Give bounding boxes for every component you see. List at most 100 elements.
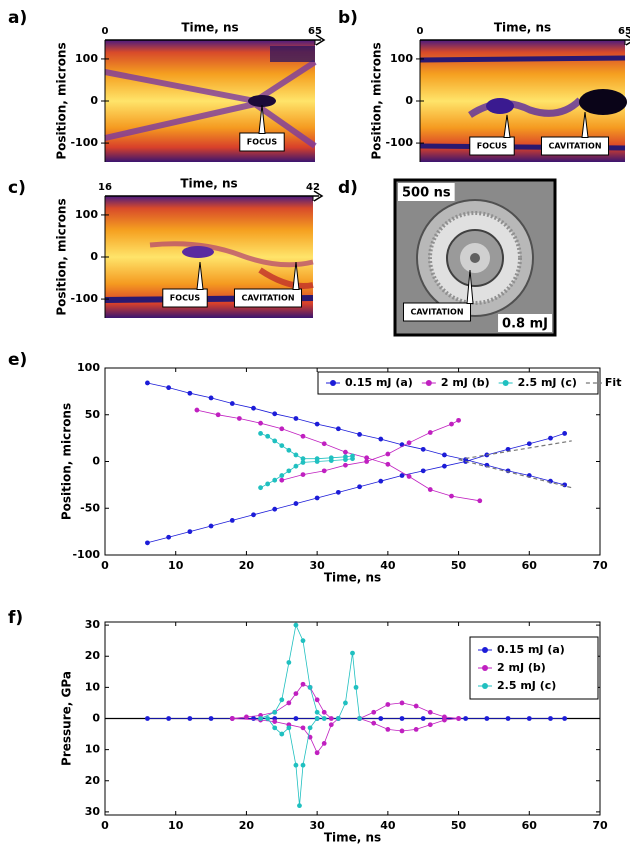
y-tick-label: 100 <box>77 361 100 374</box>
data-point <box>187 716 193 721</box>
x-axis-label: Time, ns <box>181 21 238 35</box>
callout-box <box>162 288 208 308</box>
x-tick-label: 65 <box>618 26 630 37</box>
data-point <box>229 401 235 406</box>
callout-box <box>540 136 610 156</box>
data-point <box>286 700 292 706</box>
data-point <box>293 416 299 421</box>
data-point <box>350 650 355 656</box>
data-point <box>484 716 490 721</box>
data-point <box>335 716 341 721</box>
x-tick-label: 70 <box>592 819 608 832</box>
data-point <box>420 446 426 452</box>
data-point <box>300 433 306 439</box>
data-point <box>166 534 172 540</box>
callout-pointer <box>292 261 300 290</box>
data-point <box>353 684 359 690</box>
y-tick-label: 20 <box>85 774 101 787</box>
legend-label: 2 mJ (b) <box>441 376 490 389</box>
data-point <box>145 540 150 546</box>
x-axis-label: Time, ns <box>494 21 551 35</box>
callout-pointer <box>503 114 511 138</box>
x-tick-label: 16 <box>98 182 112 193</box>
callout-box <box>233 288 303 308</box>
callout-label: CAVITATION <box>548 142 601 151</box>
x-tick-label: 42 <box>306 182 320 193</box>
callout-box <box>469 136 515 156</box>
data-point <box>286 468 292 474</box>
data-point <box>258 431 263 436</box>
photo-label-box <box>498 314 552 332</box>
x-tick-label: 30 <box>309 819 325 832</box>
series-line <box>196 409 480 502</box>
data-point <box>272 719 278 725</box>
data-point <box>166 716 172 721</box>
data-point <box>371 720 377 726</box>
legend-marker <box>425 380 432 386</box>
x-tick-label: 0 <box>417 26 424 37</box>
data-point <box>272 477 278 483</box>
data-point <box>321 741 327 746</box>
data-point <box>321 441 327 447</box>
data-point <box>378 478 384 484</box>
data-point <box>328 716 334 721</box>
data-point <box>300 725 306 731</box>
callout-label: FOCUS <box>477 142 508 151</box>
data-point <box>293 716 299 721</box>
data-point <box>279 697 285 703</box>
data-point <box>427 722 433 728</box>
data-point <box>314 697 320 703</box>
panel-label: c) <box>8 178 26 198</box>
data-point <box>357 431 362 437</box>
data-point <box>300 638 306 644</box>
data-point <box>357 716 362 721</box>
axis-arrow <box>315 34 326 46</box>
data-point <box>406 440 412 446</box>
x-tick-label: 0 <box>101 819 109 832</box>
data-point <box>279 477 285 483</box>
panel-label: e) <box>8 350 27 370</box>
data-point <box>328 722 334 728</box>
y-tick-label: -100 <box>70 136 98 149</box>
y-tick-label: 20 <box>85 649 101 662</box>
data-point <box>258 485 263 491</box>
y-tick-label: 0 <box>90 94 98 107</box>
y-tick-label: 0 <box>90 250 98 263</box>
legend-label: 0.15 mJ (a) <box>345 376 413 389</box>
legend-label: Fit <box>605 376 622 389</box>
y-tick-label: -100 <box>385 136 413 149</box>
y-tick-label: 10 <box>85 680 101 693</box>
data-point <box>364 459 370 464</box>
data-point <box>279 473 285 478</box>
data-point <box>378 436 384 442</box>
data-point <box>420 716 426 721</box>
data-point <box>251 512 256 518</box>
y-axis-label: Pressure, GPa <box>60 671 74 766</box>
x-tick-label: 50 <box>451 559 467 572</box>
data-point <box>244 714 249 720</box>
data-point <box>427 709 433 715</box>
y-tick-label: 0 <box>405 94 413 107</box>
callout-label: FOCUS <box>247 138 278 147</box>
legend-marker <box>330 380 336 386</box>
callout: FOCUS <box>469 114 515 156</box>
panel-label: d) <box>338 178 358 198</box>
data-point <box>194 407 200 413</box>
data-point <box>463 716 469 721</box>
x-axis-label: Time, ns <box>324 571 381 585</box>
callout-label: CAVITATION <box>241 294 294 303</box>
data-point <box>272 411 278 417</box>
data-point <box>314 750 320 756</box>
data-point <box>314 709 320 715</box>
streak-image-a <box>104 40 317 162</box>
data-point <box>378 716 384 721</box>
x-tick-label: 0 <box>102 26 109 37</box>
data-point <box>562 716 568 721</box>
legend-marker <box>482 683 488 689</box>
panel-label: f) <box>8 608 23 628</box>
y-tick-label: 50 <box>85 408 101 421</box>
data-point <box>300 472 306 477</box>
data-point <box>399 700 405 706</box>
data-point <box>442 452 447 458</box>
panel-label: b) <box>338 8 358 28</box>
